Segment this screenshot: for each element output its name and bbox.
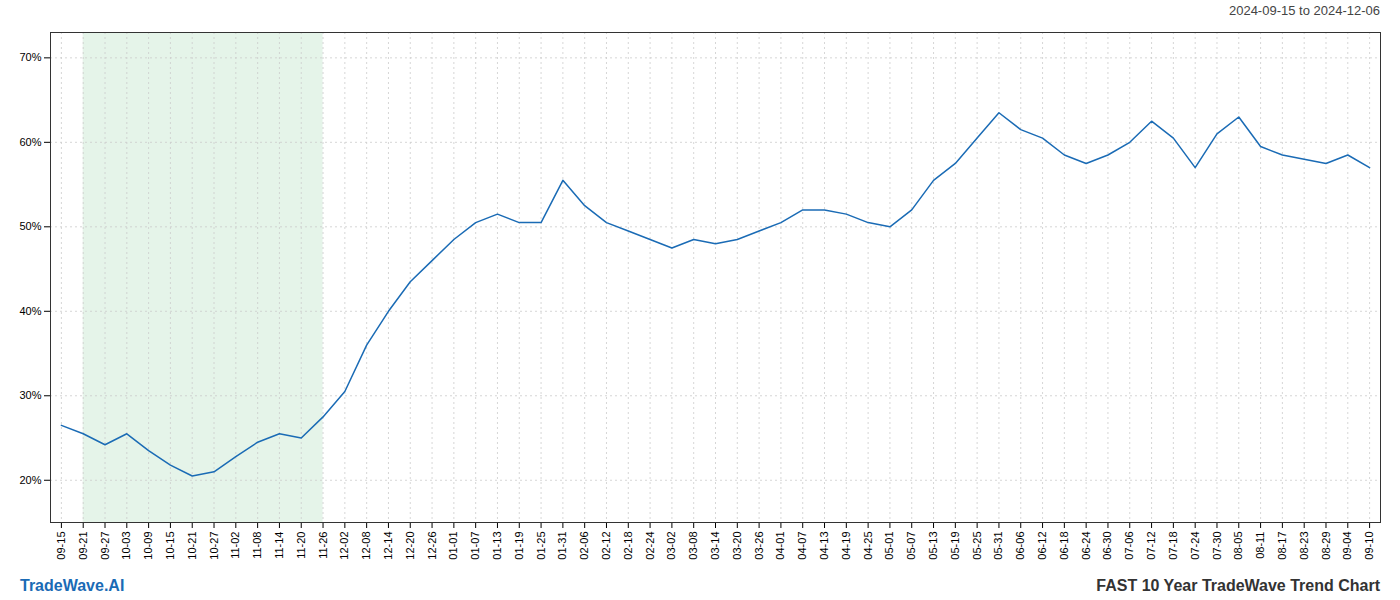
- svg-text:02-24: 02-24: [644, 532, 656, 560]
- svg-text:06-30: 06-30: [1101, 532, 1113, 560]
- svg-text:03-26: 03-26: [753, 532, 765, 560]
- svg-text:01-19: 01-19: [513, 532, 525, 560]
- svg-text:10-15: 10-15: [164, 532, 176, 560]
- svg-text:03-02: 03-02: [665, 532, 677, 560]
- svg-text:07-06: 07-06: [1123, 532, 1135, 560]
- svg-text:08-29: 08-29: [1320, 532, 1332, 560]
- svg-text:07-24: 07-24: [1189, 532, 1201, 560]
- svg-text:03-14: 03-14: [709, 532, 721, 560]
- svg-text:05-01: 05-01: [883, 532, 895, 560]
- svg-text:03-20: 03-20: [731, 532, 743, 560]
- svg-text:07-30: 07-30: [1210, 532, 1222, 560]
- svg-text:30%: 30%: [19, 389, 41, 401]
- svg-text:12-26: 12-26: [426, 532, 438, 560]
- svg-text:01-25: 01-25: [535, 532, 547, 560]
- svg-text:50%: 50%: [19, 220, 41, 232]
- svg-text:09-15: 09-15: [55, 532, 67, 560]
- svg-text:01-13: 01-13: [491, 532, 503, 560]
- svg-text:09-10: 09-10: [1363, 532, 1375, 560]
- svg-text:60%: 60%: [19, 136, 41, 148]
- svg-text:01-01: 01-01: [447, 532, 459, 560]
- svg-text:12-02: 12-02: [338, 532, 350, 560]
- svg-text:11-02: 11-02: [229, 532, 241, 559]
- svg-text:05-13: 05-13: [927, 532, 939, 560]
- svg-text:10-03: 10-03: [120, 532, 132, 560]
- svg-text:05-25: 05-25: [971, 532, 983, 560]
- svg-text:06-12: 06-12: [1036, 532, 1048, 560]
- svg-text:08-05: 08-05: [1232, 532, 1244, 560]
- svg-text:10-21: 10-21: [186, 532, 198, 560]
- svg-text:01-31: 01-31: [556, 532, 568, 560]
- svg-text:04-25: 04-25: [862, 532, 874, 560]
- svg-text:06-18: 06-18: [1058, 532, 1070, 560]
- svg-text:06-06: 06-06: [1014, 532, 1026, 560]
- svg-text:07-12: 07-12: [1145, 532, 1157, 560]
- svg-text:08-23: 08-23: [1298, 532, 1310, 560]
- svg-text:05-07: 05-07: [905, 532, 917, 560]
- svg-text:04-19: 04-19: [840, 532, 852, 560]
- svg-text:07-18: 07-18: [1167, 532, 1179, 560]
- svg-text:02-18: 02-18: [622, 532, 634, 560]
- svg-text:04-13: 04-13: [818, 532, 830, 560]
- svg-text:03-08: 03-08: [687, 532, 699, 560]
- svg-text:08-11: 08-11: [1254, 532, 1266, 559]
- svg-text:11-14: 11-14: [273, 532, 285, 559]
- svg-text:02-12: 02-12: [600, 532, 612, 560]
- svg-text:02-06: 02-06: [578, 532, 590, 560]
- svg-text:10-27: 10-27: [208, 532, 220, 560]
- html-text:2024-09-15 to 2024-12-06: 2024-09-15 to 2024-12-06: [1228, 3, 1380, 18]
- svg-text:12-08: 12-08: [360, 532, 372, 560]
- svg-text:12-20: 12-20: [404, 532, 416, 560]
- svg-text:09-21: 09-21: [77, 532, 89, 560]
- svg-text:12-14: 12-14: [382, 532, 394, 560]
- svg-text:11-26: 11-26: [317, 532, 329, 559]
- svg-text:05-19: 05-19: [949, 532, 961, 560]
- svg-text:04-01: 04-01: [774, 532, 786, 560]
- svg-text:06-24: 06-24: [1080, 532, 1092, 560]
- html-text:TradeWave.AI: TradeWave.AI: [20, 577, 125, 594]
- svg-text:20%: 20%: [19, 474, 41, 486]
- svg-text:11-08: 11-08: [251, 532, 263, 559]
- svg-text:09-27: 09-27: [99, 532, 111, 560]
- svg-text:40%: 40%: [19, 305, 41, 317]
- svg-text:04-07: 04-07: [796, 532, 808, 560]
- svg-text:01-07: 01-07: [469, 532, 481, 560]
- svg-text:10-09: 10-09: [142, 532, 154, 560]
- svg-text:05-31: 05-31: [992, 532, 1004, 560]
- svg-text:11-20: 11-20: [295, 532, 307, 559]
- svg-text:09-04: 09-04: [1341, 532, 1353, 560]
- html-text:FAST 10 Year TradeWave Trend C: FAST 10 Year TradeWave Trend Chart: [1096, 577, 1380, 594]
- svg-text:08-17: 08-17: [1276, 532, 1288, 560]
- svg-text:70%: 70%: [19, 51, 41, 63]
